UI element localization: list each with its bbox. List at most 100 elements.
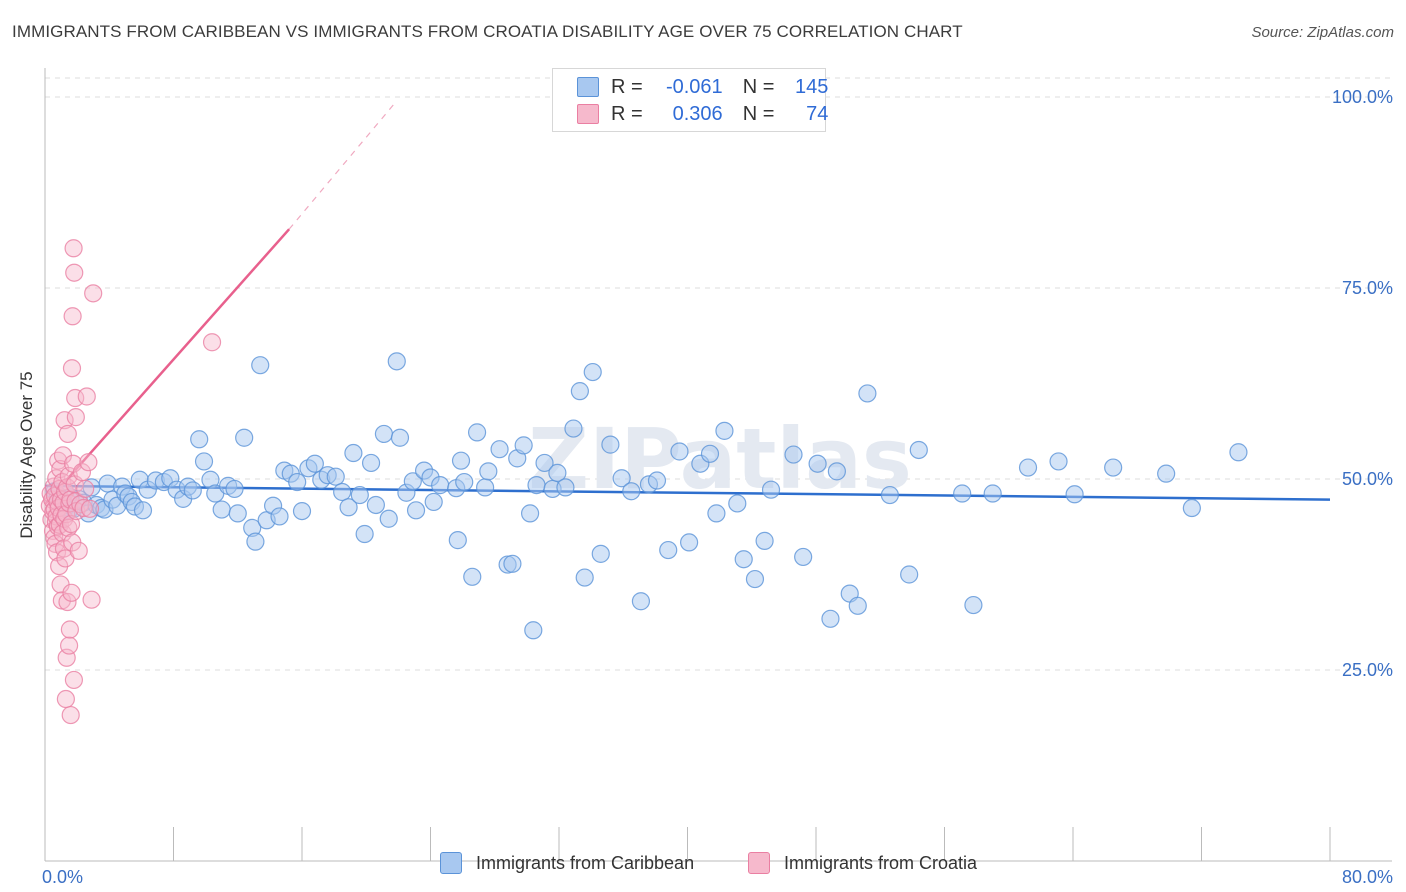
croatia-point (62, 359, 82, 378)
caribbean-legend-icon (440, 852, 462, 874)
caribbean-point (514, 436, 533, 455)
x-tick-label: 80.0% (1342, 867, 1393, 887)
caribbean-point (225, 479, 244, 499)
caribbean-point (339, 498, 358, 517)
legend-label-caribbean: Immigrants from Caribbean (476, 852, 695, 873)
croatia-point (55, 411, 74, 430)
caribbean-point (1182, 498, 1201, 518)
caribbean-point (670, 442, 689, 461)
caribbean-point (133, 501, 153, 520)
legend-label-croatia: Immigrants from Croatia (784, 852, 978, 873)
croatia-point (202, 333, 222, 352)
caribbean-point (366, 495, 385, 515)
caribbean-point (734, 550, 753, 569)
legend-item-caribbean: Immigrants from Caribbean (440, 852, 694, 874)
caribbean-point (1065, 485, 1084, 504)
caribbean-point (251, 356, 270, 375)
caribbean-point (190, 430, 209, 449)
croatia-point (69, 541, 88, 560)
caribbean-point (564, 419, 583, 438)
caribbean-point (235, 428, 254, 447)
caribbean-point (880, 485, 899, 505)
caribbean-point (527, 476, 546, 495)
croatia-point (56, 689, 75, 709)
legend-n-value: 145 (795, 75, 829, 98)
caribbean-point (570, 382, 589, 401)
x-tick-label: 0.0% (42, 867, 83, 887)
caribbean-point (520, 504, 540, 523)
caribbean-point (808, 454, 827, 473)
caribbean-point (379, 509, 398, 528)
croatia-point (79, 453, 98, 472)
caribbean-point (583, 362, 602, 382)
caribbean-swatch-icon (577, 77, 599, 97)
caribbean-point (1049, 452, 1068, 471)
caribbean-point (821, 609, 840, 628)
caribbean-point (535, 453, 554, 473)
caribbean-point (575, 568, 594, 587)
chart-title: IMMIGRANTS FROM CARIBBEAN VS IMMIGRANTS … (12, 22, 963, 41)
y-tick-label: 75.0% (1342, 278, 1393, 298)
caribbean-point (794, 547, 813, 567)
legend-n-label: N = (742, 102, 775, 125)
caribbean-point (228, 504, 247, 523)
caribbean-point (909, 440, 928, 460)
caribbean-point (424, 492, 443, 512)
croatia-point (74, 498, 93, 518)
croatia-trend-extension (288, 104, 395, 230)
croatia-point (65, 263, 84, 282)
caribbean-point (591, 544, 610, 563)
caribbean-point (548, 463, 567, 482)
caribbean-point (953, 484, 972, 503)
caribbean-point (387, 352, 406, 371)
croatia-point (58, 592, 77, 612)
caribbean-point (659, 540, 678, 560)
caribbean-point (355, 524, 374, 544)
caribbean-point (212, 500, 231, 519)
croatia-point (64, 670, 84, 690)
croatia-points (40, 239, 222, 725)
y-tick-label: 100.0% (1332, 87, 1393, 107)
croatia-point (58, 424, 77, 444)
caribbean-point (680, 533, 699, 552)
caribbean-point (700, 444, 720, 463)
caribbean-trend-line (44, 484, 1331, 501)
caribbean-point (476, 478, 495, 497)
caribbean-point (350, 485, 369, 505)
caribbean-point (479, 462, 498, 481)
caribbean-point (503, 554, 522, 573)
caribbean-point (622, 482, 641, 501)
x-tick-labels: 0.0% 80.0% (42, 867, 1393, 887)
croatia-point (63, 307, 82, 326)
chart-source: Source: ZipAtlas.com (1251, 24, 1394, 41)
caribbean-point (827, 462, 846, 481)
croatia-point (80, 499, 100, 518)
y-axis-title: Disability Age Over 75 (17, 371, 36, 538)
caribbean-point (326, 467, 345, 486)
legend-item-croatia: Immigrants from Croatia (748, 852, 977, 874)
caribbean-point (490, 440, 509, 459)
croatia-point (66, 388, 85, 408)
croatia-point (84, 284, 103, 303)
y-tick-labels: 25.0% 50.0% 75.0% 100.0% (1332, 87, 1393, 680)
caribbean-point (194, 452, 214, 471)
legend-n-value: 74 (806, 102, 829, 125)
caribbean-point (631, 592, 651, 611)
caribbean-point (524, 621, 543, 640)
caribbean-point (900, 565, 919, 584)
caribbean-point (755, 531, 774, 550)
caribbean-point (305, 454, 324, 473)
caribbean-point (344, 443, 363, 463)
caribbean-point (270, 507, 289, 526)
caribbean-point (467, 423, 487, 442)
caribbean-point (612, 469, 631, 488)
caribbean-point (858, 384, 877, 403)
legend-r-label: R = (611, 102, 643, 125)
caribbean-point (451, 451, 471, 470)
axes (44, 68, 1392, 862)
y-tick-label: 50.0% (1342, 469, 1393, 489)
caribbean-point (403, 472, 422, 491)
caribbean-point (390, 428, 410, 447)
caribbean-point (601, 435, 620, 454)
